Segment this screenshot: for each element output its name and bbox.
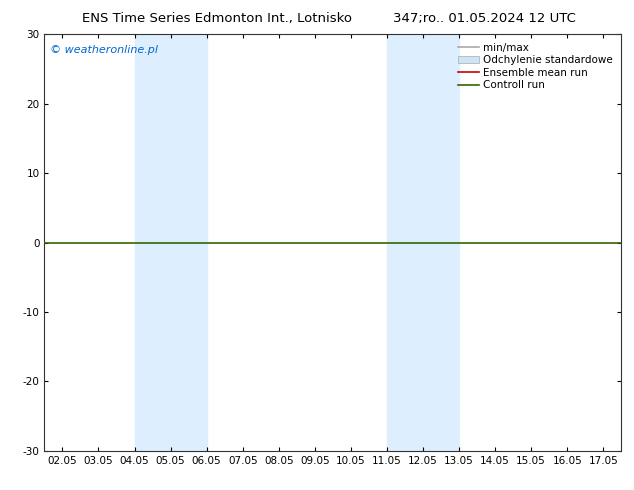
Bar: [423, 34, 459, 451]
Bar: [387, 34, 423, 451]
Bar: [171, 34, 207, 451]
Bar: [134, 34, 171, 451]
Text: © weatheronline.pl: © weatheronline.pl: [50, 45, 158, 55]
Legend: min/max, Odchylenie standardowe, Ensemble mean run, Controll run: min/max, Odchylenie standardowe, Ensembl…: [455, 40, 616, 94]
Text: 347;ro.. 01.05.2024 12 UTC: 347;ro.. 01.05.2024 12 UTC: [393, 12, 576, 25]
Text: ENS Time Series Edmonton Int., Lotnisko: ENS Time Series Edmonton Int., Lotnisko: [82, 12, 353, 25]
